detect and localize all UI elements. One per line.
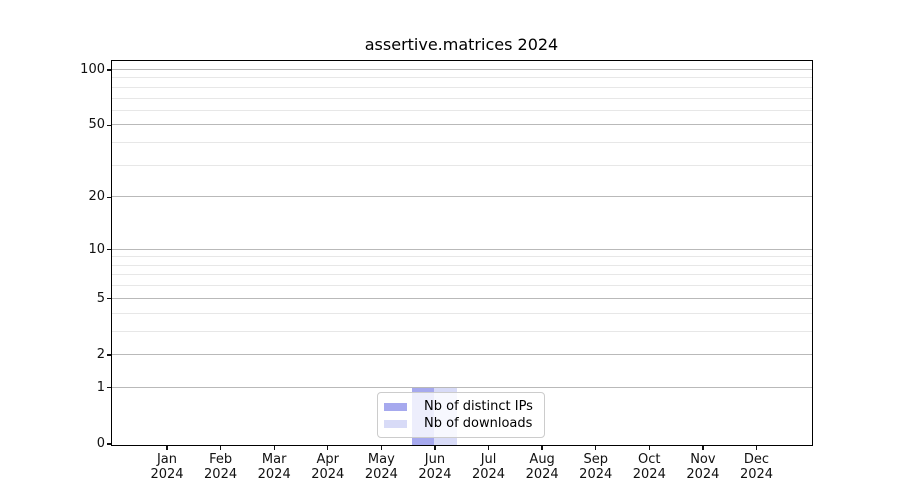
x-tick-mark [541,445,543,450]
legend-swatch-nb-of-distinct-ips [384,403,407,412]
y-tick-label: 10 [88,241,105,257]
chart-title: assertive.matrices 2024 [364,35,559,54]
y-tick-label: 5 [96,290,105,306]
x-tick-mark [380,445,382,450]
x-tick-month: Dec [743,452,770,467]
y-tick-mark [107,69,111,71]
legend-item: Nb of distinct IPs [384,399,536,415]
y-tick-label: 0 [96,436,105,451]
x-tick-label: Jun 2024 [407,452,463,482]
x-tick-mark [434,445,436,450]
y-tick-mark [107,443,111,445]
y-tick-mark [107,196,111,198]
x-tick-mark [219,445,222,450]
x-tick-year: 2024 [150,467,184,482]
major-gridline [111,124,812,126]
major-gridline [111,248,812,250]
y-tick-mark [107,354,111,356]
minor-gridline [111,285,812,287]
major-gridline [111,386,812,388]
minor-gridline [111,164,812,166]
minor-gridline [111,109,812,111]
plot-area [110,59,813,446]
legend: Nb of distinct IPs Nb of downloads [377,392,545,438]
x-tick-label: Nov 2024 [675,452,731,482]
x-tick-mark [702,445,704,450]
x-tick-label: Apr 2024 [300,452,356,482]
minor-gridline [111,330,812,332]
minor-gridline [111,312,812,314]
x-tick-month: Nov [690,452,716,467]
major-gridline [111,297,812,299]
x-tick-mark [487,445,490,450]
x-tick-month: Oct [638,452,661,467]
x-tick-month: Jan [156,452,178,467]
x-tick-month: Mar [261,452,287,467]
x-tick-year: 2024 [257,467,291,482]
minor-gridline [111,256,812,258]
minor-gridline [111,97,812,99]
x-tick-month: May [367,452,395,467]
x-tick-label: Dec 2024 [728,452,784,482]
x-tick-mark [166,445,168,450]
minor-gridline [111,86,812,88]
x-tick-label: Aug 2024 [514,452,570,482]
y-tick-label: 20 [88,189,105,205]
x-tick-year: 2024 [579,467,613,482]
x-tick-month: Jun [424,452,446,467]
x-tick-label: Feb 2024 [193,452,249,482]
x-tick-mark [595,445,597,450]
y-tick-mark [107,124,111,127]
x-tick-month: Feb [209,452,233,467]
legend-label: Nb of downloads [424,415,533,431]
x-tick-mark [327,445,329,450]
y-tick-label: 2 [96,346,105,362]
x-tick-label: Oct 2024 [621,452,677,482]
major-gridline [111,196,812,198]
x-tick-label: Jul 2024 [461,452,517,482]
x-tick-mark [648,445,650,450]
minor-gridline [111,264,812,266]
major-gridline [111,353,812,355]
x-tick-label: Mar 2024 [246,452,302,482]
x-tick-label: May 2024 [353,452,409,482]
x-tick-year: 2024 [525,467,559,482]
minor-gridline [111,77,812,79]
x-tick-year: 2024 [364,467,398,482]
x-tick-month: Sep [583,452,608,467]
legend-item: Nb of downloads [384,416,536,432]
x-tick-month: Aug [529,452,555,467]
x-tick-mark [755,445,758,450]
x-tick-year: 2024 [311,467,345,482]
y-tick-mark [107,249,111,251]
x-tick-year: 2024 [204,467,238,482]
legend-swatch-nb-of-downloads [384,419,407,428]
minor-gridline [111,142,812,144]
minor-gridline [111,274,812,276]
x-tick-year: 2024 [418,467,452,482]
y-tick-label: 50 [88,117,105,133]
x-tick-label: Sep 2024 [568,452,624,482]
y-tick-mark [107,298,111,300]
x-tick-year: 2024 [739,467,774,482]
x-tick-mark [273,445,275,450]
major-gridline [111,69,812,70]
x-tick-year: 2024 [471,467,506,482]
y-tick-label: 100 [80,62,105,77]
y-tick-label: 1 [96,379,105,395]
x-tick-month: Apr [316,452,340,467]
x-tick-year: 2024 [632,467,666,482]
x-tick-label: Jan 2024 [139,452,195,482]
x-tick-month: Jul [480,452,497,467]
legend-label: Nb of distinct IPs [424,399,533,415]
y-tick-mark [107,387,111,389]
x-tick-year: 2024 [686,467,720,482]
